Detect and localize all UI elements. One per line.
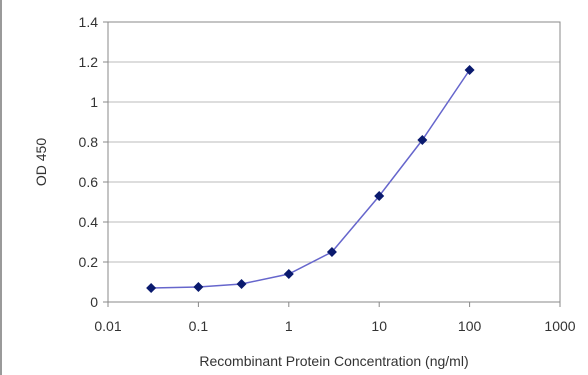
data-point (464, 65, 475, 75)
y-tick-label: 0.6 (79, 174, 99, 190)
x-tick-label: 0.1 (189, 318, 209, 334)
x-tick-label: 100 (458, 318, 482, 334)
x-tick-label: 10 (371, 318, 387, 334)
data-points (146, 65, 475, 293)
data-point (417, 135, 428, 145)
y-axis-ticks: 0 0.2 0.4 0.6 0.8 1 1.2 1.4 (79, 14, 108, 310)
data-point (326, 247, 337, 257)
data-point (283, 269, 294, 279)
y-tick-label: 1.2 (79, 54, 99, 70)
y-tick-label: 0.2 (79, 254, 99, 270)
x-tick-label: 0.01 (94, 318, 121, 334)
y-tick-label: 1 (90, 94, 98, 110)
plot-area-frame (107, 21, 561, 303)
gridlines (108, 61, 560, 263)
y-tick-label: 0 (90, 294, 98, 310)
y-tick-label: 1.4 (79, 14, 99, 30)
data-point (374, 191, 385, 201)
data-point (236, 279, 247, 289)
x-tick-label: 1000 (544, 318, 575, 334)
x-axis-ticks: 0.01 0.1 1 10 100 1000 (94, 302, 576, 334)
x-tick-label: 1 (285, 318, 293, 334)
y-tick-label: 0.8 (79, 134, 99, 150)
data-point (193, 282, 204, 292)
data-point (146, 283, 157, 293)
y-axis-title: OD 450 (33, 138, 49, 186)
y-tick-label: 0.4 (79, 214, 99, 230)
x-axis-title: Recombinant Protein Concentration (ng/ml… (199, 353, 468, 369)
series-line (151, 69, 471, 289)
